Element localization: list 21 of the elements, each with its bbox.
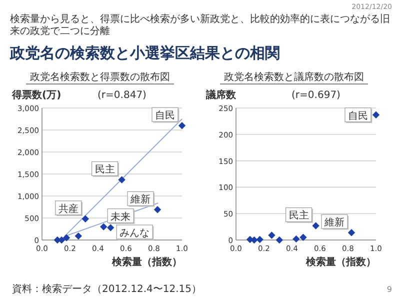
text: 政党名の検索数と小選挙区結果との相関 xyxy=(9,44,280,62)
annotation: 維新 xyxy=(130,194,150,206)
text: 資料：検索データ（2012.12.4〜12.15） xyxy=(12,283,202,295)
chart-title: 政党名検索数と議席数の散布図 xyxy=(224,71,364,83)
text: 9 xyxy=(386,285,392,294)
y-axis-title: 得票数(万) xyxy=(11,89,62,101)
annotation: みんな xyxy=(120,228,150,239)
x-axis-title: 検索量（指数） xyxy=(111,256,182,268)
annotation: 維新 xyxy=(324,216,344,229)
x-axis-title: 検索量（指数） xyxy=(305,256,376,268)
y-axis-title: 議席数 xyxy=(205,89,237,101)
chart-title: 政党名検索数と得票数の散布図 xyxy=(30,71,170,83)
annotation: 自民 xyxy=(155,110,175,122)
text: (r=0.847) xyxy=(98,90,147,101)
text: 検索量から見ると、得票に比べ検索が多い新政党と、比較的効率的に表につながる旧来の政党で二つに分離 xyxy=(10,13,390,37)
annotation: 自民 xyxy=(348,110,368,122)
annotation: 民主 xyxy=(288,210,309,222)
annotation: 未来 xyxy=(110,210,131,223)
annotation: 共産 xyxy=(58,202,78,215)
annotation: 民主 xyxy=(94,164,115,176)
text: (r=0.697) xyxy=(292,90,341,101)
